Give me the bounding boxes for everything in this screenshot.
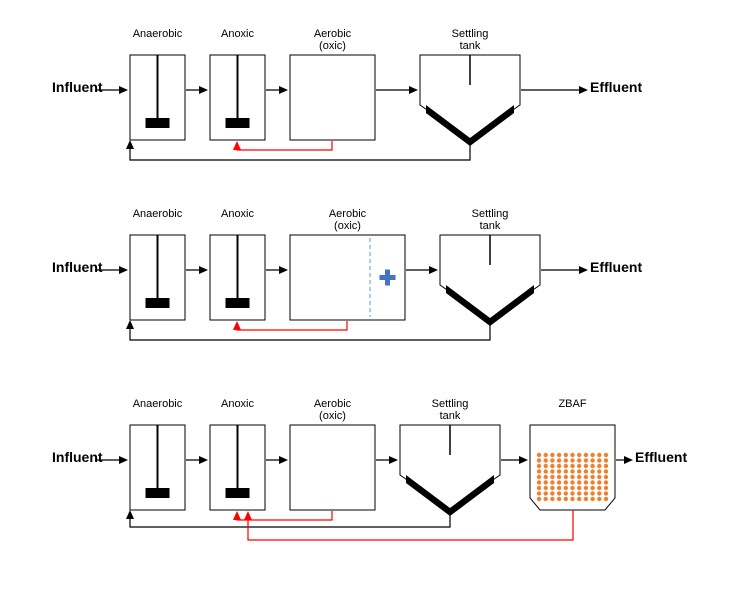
influent-label: Influent: [52, 259, 103, 275]
anaerobic-label: Anaerobic: [133, 398, 183, 410]
influent-label: Influent: [52, 449, 103, 465]
effluent-label: Effluent: [590, 259, 642, 275]
aerobic-tank: [290, 425, 375, 510]
aerobic-label: Aerobic: [329, 208, 367, 220]
svg-text:tank: tank: [440, 410, 461, 422]
zbaf-label: ZBAF: [558, 398, 586, 410]
settler-label: Settling: [432, 398, 469, 410]
anoxic-label: Anoxic: [221, 208, 255, 220]
return-sludge-line: [130, 510, 450, 527]
settler-label: Settling: [452, 28, 489, 40]
anaerobic-label: Anaerobic: [133, 28, 183, 40]
internal-recycle-line: [237, 321, 347, 330]
zbaf-media-icon: [537, 453, 608, 501]
anoxic-label: Anoxic: [221, 398, 255, 410]
effluent-label: Effluent: [590, 79, 642, 95]
aerobic-label: Aerobic: [314, 28, 352, 40]
aerobic-label: Aerobic: [314, 398, 352, 410]
aerobic-tank: [290, 55, 375, 140]
svg-text:(oxic): (oxic): [334, 220, 361, 232]
svg-text:(oxic): (oxic): [319, 40, 346, 52]
flowchart-diagram: AnaerobicAnoxicAerobic(oxic)Settlingtank…: [0, 0, 743, 598]
internal-recycle-line: [237, 141, 332, 150]
svg-text:tank: tank: [460, 40, 481, 52]
anoxic-label: Anoxic: [221, 28, 255, 40]
zbaf-recycle-line: [248, 510, 573, 540]
svg-text:(oxic): (oxic): [319, 410, 346, 422]
effluent-label: Effluent: [635, 449, 687, 465]
influent-label: Influent: [52, 79, 103, 95]
anaerobic-label: Anaerobic: [133, 208, 183, 220]
settler-label: Settling: [472, 208, 509, 220]
svg-text:tank: tank: [480, 220, 501, 232]
